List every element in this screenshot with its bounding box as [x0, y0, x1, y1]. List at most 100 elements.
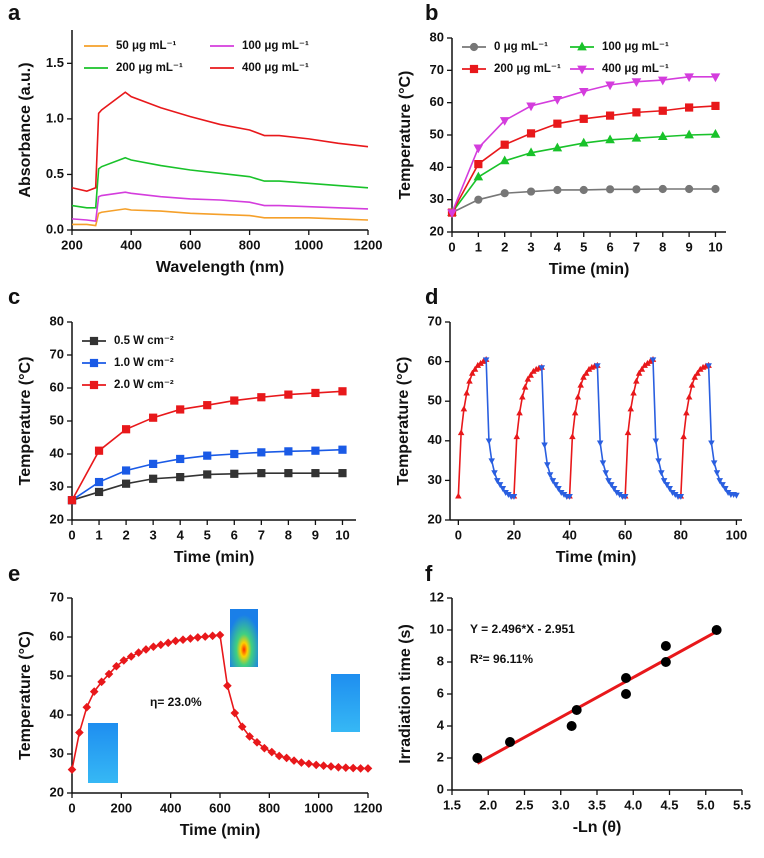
marker	[694, 369, 701, 376]
marker	[356, 764, 365, 773]
marker	[658, 184, 667, 194]
y-axis-title: Temperature (°C)	[397, 71, 414, 200]
marker	[215, 630, 225, 640]
thermal-image	[230, 609, 258, 667]
marker	[549, 478, 557, 485]
marker	[149, 413, 158, 422]
legend-marker	[89, 358, 99, 368]
y-tick-label: 12	[430, 589, 444, 604]
marker	[471, 365, 479, 372]
y-tick-label: 50	[428, 393, 442, 408]
y-tick-label: 60	[428, 353, 442, 368]
marker	[631, 132, 642, 142]
x-tick-label: 10	[708, 239, 722, 254]
marker	[267, 747, 277, 757]
marker	[141, 645, 151, 654]
marker	[505, 737, 515, 747]
marker	[466, 377, 473, 384]
marker	[89, 687, 99, 696]
marker	[660, 641, 671, 651]
marker	[500, 140, 509, 149]
marker	[684, 129, 694, 139]
marker	[663, 482, 671, 489]
marker	[252, 737, 262, 747]
marker	[635, 369, 643, 376]
y-tick-label: 0	[437, 781, 444, 796]
marker	[94, 477, 104, 487]
legend-label: 100 μg mL⁻¹	[602, 41, 669, 53]
y-tick-label: 50	[50, 412, 64, 427]
thermal-image	[331, 674, 360, 732]
marker	[574, 393, 582, 400]
marker	[579, 114, 588, 123]
marker	[632, 108, 641, 117]
y-axis-title: Temperature (°C)	[17, 357, 34, 486]
marker	[579, 185, 588, 195]
legend-marker	[89, 380, 99, 390]
x-tick-label: 1	[475, 239, 482, 254]
marker	[363, 764, 373, 773]
marker	[176, 473, 185, 482]
marker	[544, 462, 551, 469]
marker	[722, 486, 729, 492]
marker	[605, 185, 615, 194]
marker	[149, 474, 158, 483]
marker	[473, 144, 484, 154]
marker	[284, 390, 293, 399]
marker	[474, 195, 483, 204]
x-tick-label: 5	[580, 239, 587, 254]
marker	[624, 429, 632, 436]
marker	[447, 209, 457, 218]
y-tick-label: 1.0	[46, 110, 64, 125]
marker	[121, 425, 131, 434]
y-tick-label: 20	[430, 223, 444, 238]
marker	[683, 409, 690, 416]
marker	[733, 492, 740, 499]
annotation: R²= 96.11%	[470, 652, 533, 666]
x-axis-title: Time (min)	[174, 549, 255, 566]
y-axis-title: Absorbance (a.u.)	[17, 62, 34, 197]
marker	[473, 171, 484, 181]
panel-letter: b	[425, 0, 438, 25]
marker	[666, 486, 673, 492]
marker	[680, 433, 687, 440]
y-tick-label: 70	[50, 346, 64, 361]
marker	[711, 184, 720, 194]
marker	[463, 389, 470, 396]
marker	[326, 762, 336, 771]
y-tick-label: 20	[50, 784, 64, 799]
x-tick-label: 200	[61, 237, 83, 252]
legend-marker	[577, 41, 587, 51]
legend-label: 200 μg mL⁻¹	[494, 63, 561, 75]
legend-marker	[89, 336, 99, 346]
x-tick-label: 80	[674, 527, 688, 542]
marker	[319, 761, 328, 771]
x-tick-label: 2	[122, 527, 129, 542]
marker	[711, 101, 720, 111]
marker	[274, 751, 284, 761]
marker	[338, 445, 347, 454]
x-tick-label: 5.5	[733, 797, 751, 812]
marker	[112, 661, 121, 671]
x-tick-label: 8	[659, 239, 666, 254]
panel-letter: a	[8, 0, 21, 25]
marker	[119, 656, 129, 665]
marker	[67, 765, 77, 774]
x-tick-label: 600	[180, 237, 202, 252]
marker	[538, 365, 546, 372]
marker	[552, 142, 563, 152]
y-tick-label: 30	[430, 191, 444, 206]
marker	[713, 470, 721, 477]
line	[71, 91, 369, 192]
annotation: η= 23.0%	[150, 695, 202, 709]
marker	[553, 119, 562, 128]
x-tick-label: 20	[507, 527, 521, 542]
x-axis-title: Wavelength (nm)	[156, 259, 284, 276]
marker	[605, 81, 615, 91]
x-tick-label: 2.0	[479, 797, 497, 812]
marker	[621, 689, 631, 699]
marker	[304, 759, 314, 769]
marker	[193, 633, 203, 642]
legend-label: 0.5 W cm⁻²	[114, 335, 174, 347]
marker	[176, 405, 185, 414]
